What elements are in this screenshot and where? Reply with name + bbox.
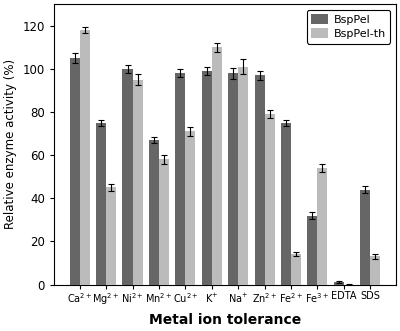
Bar (228, 73, 238, 285)
Bar (318, 168, 328, 285)
Bar (291, 254, 301, 285)
Bar (370, 257, 380, 285)
X-axis label: Metal ion tolerance: Metal ion tolerance (149, 313, 301, 327)
Bar (149, 140, 159, 285)
Bar (360, 190, 370, 285)
Bar (159, 160, 169, 285)
Bar (334, 282, 344, 285)
Bar (202, 71, 212, 285)
Bar (122, 69, 132, 285)
Y-axis label: Relative enzyme activity (%): Relative enzyme activity (%) (4, 59, 17, 229)
Bar (70, 58, 80, 285)
Bar (281, 123, 291, 285)
Bar (175, 73, 185, 285)
Bar (254, 75, 265, 285)
Legend: BspPel, BspPel-th: BspPel, BspPel-th (307, 10, 390, 43)
Bar (96, 123, 106, 285)
Bar (106, 187, 116, 285)
Bar (238, 67, 248, 285)
Bar (265, 114, 275, 285)
Bar (80, 30, 90, 285)
Bar (212, 47, 222, 285)
Bar (307, 215, 318, 285)
Bar (132, 80, 142, 285)
Bar (185, 131, 195, 285)
